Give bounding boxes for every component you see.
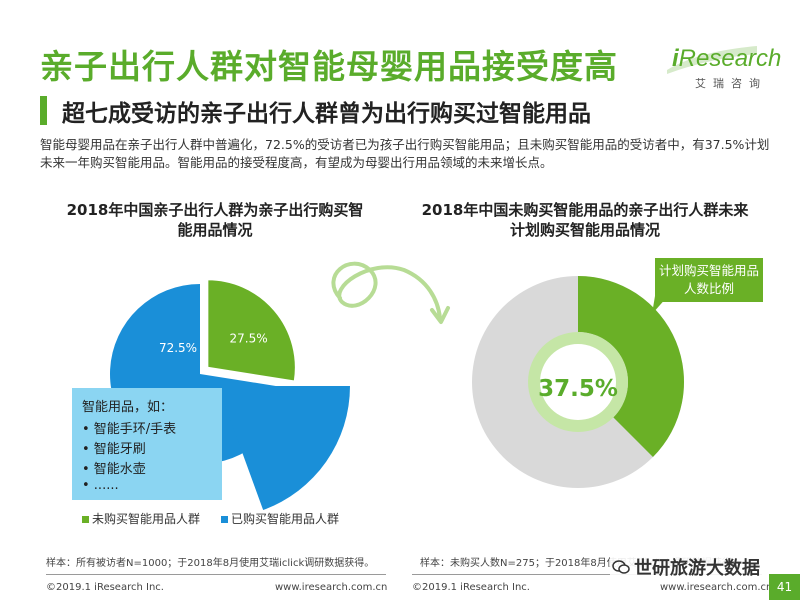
pie-slice-not-purchased: [206, 278, 297, 383]
right-chart-title: 2018年中国未购买智能用品的亲子出行人群未来计划购买智能用品情况: [421, 201, 749, 239]
callout-label: 计划购买智能用品人数比例: [655, 258, 763, 302]
logo-wordmark: iResearch: [672, 45, 781, 73]
pie-label-not-purchased: 27.5%: [230, 332, 268, 346]
page-description: 智能母婴用品在亲子出行人群中普遍化，72.5%的受访者已为孩子出行购买智能用品；…: [40, 137, 770, 170]
example-item: • 智能手环/手表: [82, 422, 177, 437]
footer-divider: [412, 574, 762, 575]
example-item: • 智能水壶: [82, 462, 146, 477]
examples-heading: 智能用品，如：: [82, 400, 174, 415]
pie-label-purchased: 72.5%: [159, 341, 197, 355]
footer-divider: [46, 574, 386, 575]
page-subtitle: 超七成受访的亲子出行人群曾为出行购买过智能用品: [62, 101, 591, 127]
logo-research: Research: [678, 45, 782, 72]
legend-swatch-purchased: [221, 516, 228, 523]
donut-center: [540, 344, 616, 420]
left-chart-title: 2018年中国亲子出行人群为亲子出行购买智能用品情况: [66, 201, 364, 239]
watermark-background: [610, 556, 782, 578]
examples-box: [72, 388, 222, 500]
page-number: 41: [769, 574, 800, 600]
watermark-text: 世研旅游大数据: [634, 558, 760, 579]
legend-label-purchased: 已购买智能用品人群: [231, 512, 340, 526]
footer-website: www.iresearch.com.cn: [660, 582, 773, 593]
curly-arrow-icon: [331, 261, 450, 324]
pie-slice-purchased-exploded: [218, 386, 350, 511]
logo-swoosh-icon: [667, 46, 757, 74]
logo-i: i: [672, 45, 679, 72]
example-item: • 智能牙刷: [82, 442, 146, 457]
legend-label-not-purchased: 未购买智能用品人群: [92, 512, 201, 526]
example-item: • ......: [82, 478, 119, 493]
legend-swatch-not-purchased: [82, 516, 89, 523]
sample-note-right: 样本：未购买人数N=275；于2018年8月使用艾瑞iclick调研数据获得。: [420, 558, 742, 569]
sample-note-left: 样本：所有被访者N=1000；于2018年8月使用艾瑞iclick调研数据获得。: [46, 558, 375, 569]
wechat-icon: [612, 560, 630, 574]
footer-copyright: ©2019.1 iResearch Inc.: [46, 582, 164, 593]
footer-website: www.iresearch.com.cn: [275, 582, 388, 593]
logo-subtitle: 艾瑞咨询: [695, 77, 767, 90]
donut-slice-plan-to-buy: [578, 276, 684, 457]
footer-copyright: ©2019.1 iResearch Inc.: [412, 582, 530, 593]
subtitle-accent-bar: [40, 96, 47, 125]
page-title: 亲子出行人群对智能母婴用品接受度高: [40, 47, 618, 86]
callout-pointer: [652, 296, 668, 314]
donut-center-value: 37.5%: [538, 376, 618, 402]
